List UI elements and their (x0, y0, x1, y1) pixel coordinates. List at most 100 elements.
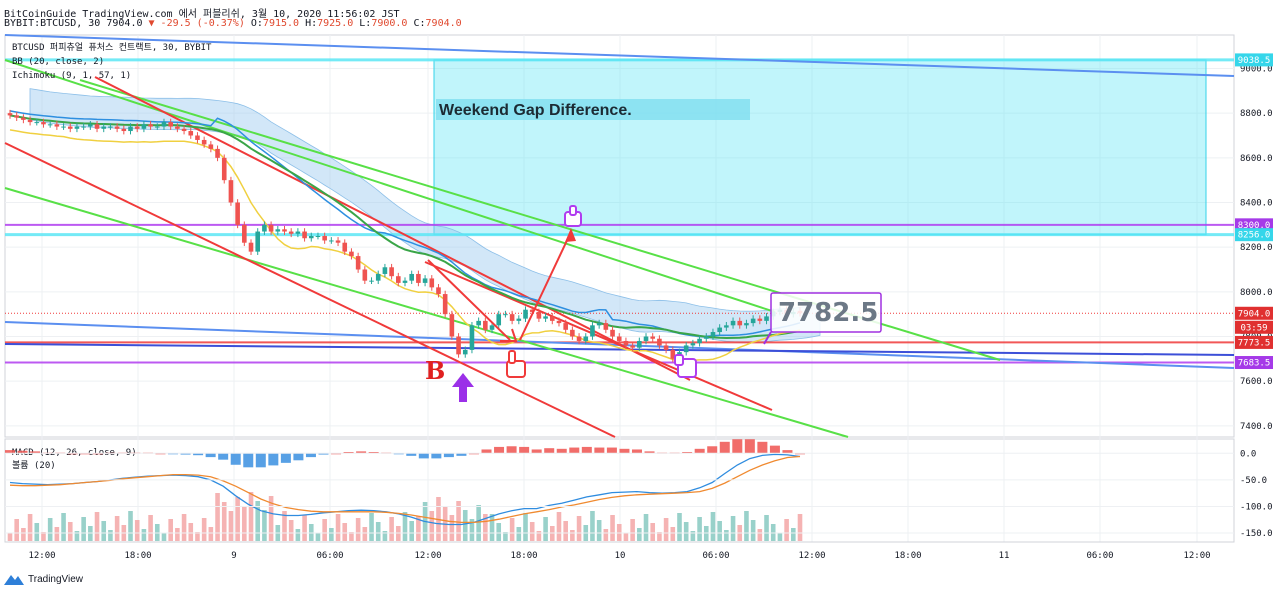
macd-hist-bar (406, 453, 417, 456)
blue-trendline-top (4, 34, 1235, 77)
candle-body (288, 231, 294, 234)
brand-name: TradingView (28, 573, 84, 585)
macd-tick-label: -50.0 (1240, 476, 1267, 486)
volume-bar (201, 518, 207, 541)
volume-bar (148, 515, 153, 541)
price-callout-text: 7782.5 (778, 298, 878, 328)
volume-bar (268, 496, 274, 541)
volume-bar (710, 512, 716, 541)
candle-body (536, 311, 542, 319)
macd-tick-label: 0.0 (1240, 449, 1256, 459)
macd-hist-bar (243, 453, 254, 468)
time-tick-label: 12:00 (28, 551, 55, 561)
b-mark: B (425, 356, 445, 385)
candle-body (329, 240, 334, 242)
candle-body (101, 126, 107, 129)
volume-bar (630, 519, 635, 541)
volume-bar (14, 519, 19, 541)
time-tick-label: 06:00 (702, 551, 729, 561)
macd-hist-bar (519, 446, 530, 454)
macd-hist-bar (180, 453, 191, 455)
candle-body (362, 269, 368, 281)
candle-body (650, 336, 656, 339)
candle-body (590, 325, 595, 337)
volume-bar (154, 524, 160, 541)
volume-bar (730, 516, 736, 541)
macd-hist-bar (769, 445, 780, 454)
volume-bar (563, 521, 568, 541)
candle-body (34, 122, 40, 124)
volume-bar (54, 527, 60, 541)
candle-body (663, 345, 669, 350)
volume-bar (469, 519, 475, 541)
candle-body (670, 349, 676, 359)
candle-body (335, 240, 341, 243)
price-change: ▼ -29.5 (-0.37%) (148, 18, 245, 29)
price-label-text: 8300.0 (1238, 221, 1271, 231)
candle-body (442, 294, 448, 315)
horizontal-levels (5, 58, 1234, 364)
gap-label-background (436, 99, 750, 120)
ichimoku-tenkan-line (9, 129, 801, 362)
volume-bar (67, 522, 73, 541)
volume-bar (114, 516, 120, 541)
symbol-label: BYBIT:BTCUSD, 30 (4, 18, 101, 29)
volume-bar (784, 519, 789, 541)
volume-bar (670, 527, 676, 541)
macd-hist-bar (205, 453, 216, 458)
candle-body (108, 126, 113, 128)
volume-bar (603, 529, 609, 541)
macd-hist-bar (193, 453, 204, 456)
candle-body (14, 115, 19, 118)
candle-body (134, 126, 140, 129)
candle-body (717, 327, 722, 333)
red-arrow-up-line (519, 231, 572, 341)
macd-hist-bar (732, 439, 743, 454)
candle-body (382, 267, 388, 274)
candle-body (302, 231, 307, 239)
candle-body (148, 124, 153, 127)
price-tick-label: 9000.0 (1240, 65, 1273, 75)
candle-body (248, 242, 254, 252)
volume-bar (308, 524, 314, 541)
callout-pointer (763, 331, 772, 345)
volume-bar (382, 531, 388, 541)
cloud-area (29, 88, 821, 343)
candle-body (389, 267, 394, 277)
red-channel-inner (424, 261, 773, 411)
macd-hist-bar (255, 453, 266, 468)
macd-hist-bar (744, 439, 755, 454)
candle-body (657, 338, 662, 346)
macd-hist-bar (569, 447, 580, 454)
candle-body (342, 242, 348, 252)
price-label-bg (1235, 218, 1273, 232)
low-value: 7900.0 (371, 18, 408, 29)
volume-bar (416, 516, 421, 541)
symbol-ohlc-line: BYBIT:BTCUSD, 30 7904.0 ▼ -29.5 (-0.37%)… (4, 18, 462, 29)
volume-bar (677, 513, 682, 541)
macd-hist-bar (17, 450, 28, 454)
volume-bar (402, 512, 408, 541)
close-value: 7904.0 (425, 18, 462, 29)
macd-hist-bar (757, 441, 768, 454)
candle-body (396, 276, 401, 283)
volume-bar (529, 522, 535, 541)
macd-hist-bar (318, 453, 329, 455)
volume-bar (389, 517, 394, 541)
volume-bar (717, 521, 722, 541)
candle-body (757, 318, 763, 321)
candle-body (523, 309, 528, 319)
ichimoku-cloud (29, 88, 821, 343)
volume-bar (449, 515, 455, 541)
volume-bar (168, 519, 173, 541)
macd-axis: 0.0 -50.0 -100.0 -150.0 (5, 449, 1273, 539)
macd-hist-bar (644, 451, 655, 454)
volume-bar (181, 514, 187, 541)
volume-bar (141, 529, 147, 541)
volume-bar (7, 533, 13, 541)
volume-bar (362, 527, 368, 541)
time-tick-label: 06:00 (316, 551, 343, 561)
candle-body (556, 320, 562, 324)
volume-bar (744, 511, 749, 541)
